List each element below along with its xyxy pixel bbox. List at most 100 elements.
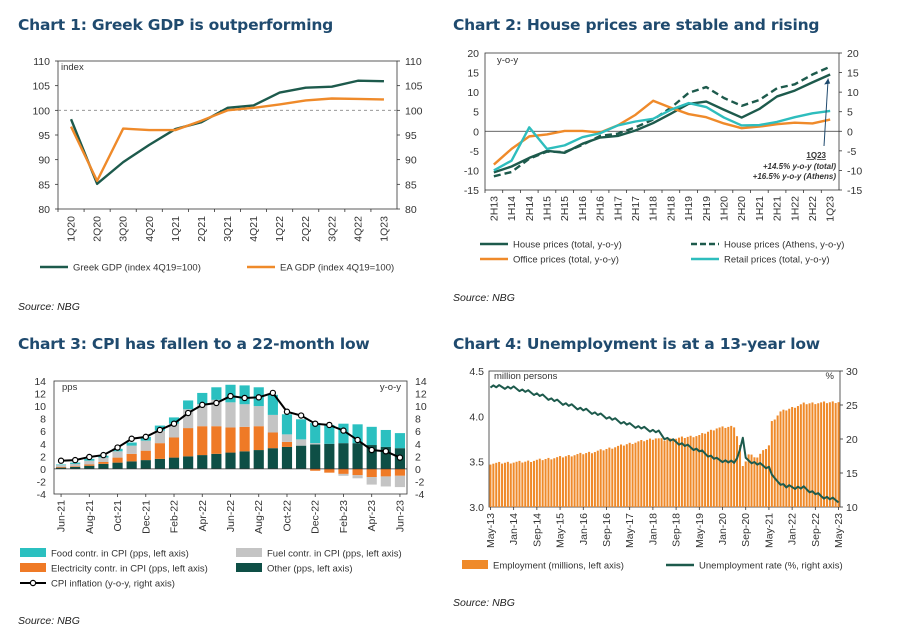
chart-3-cpi-point	[382, 448, 390, 455]
chart-2-ytick-right: -15	[847, 185, 862, 197]
chart-3-bar-series-2	[281, 441, 293, 447]
chart-3-bar-series-3	[380, 476, 391, 487]
chart-4-ytick-right: 30	[846, 366, 858, 378]
chart-4-employment-bar	[663, 440, 666, 507]
chart-4-employment-bar	[538, 458, 541, 507]
chart-4-employment-bar	[625, 444, 628, 507]
chart-3-bar-series-2	[352, 468, 363, 476]
chart-4-xtick-label: Sep-14	[531, 513, 543, 547]
chart-3-bar-series-3	[281, 434, 293, 442]
chart-2-title: Chart 2: House prices are stable and ris…	[453, 16, 820, 34]
chart-3-bar-series-1	[324, 443, 335, 469]
chart-3-ytick-right: 14	[415, 376, 427, 388]
chart-3-bar-series-1	[168, 457, 180, 469]
chart-3-bar-series-1	[211, 453, 222, 469]
chart-3-bar-series-3	[211, 399, 222, 427]
chart-3-bar-series-3	[366, 477, 377, 485]
chart-4-employment-bar	[767, 445, 770, 507]
chart-4-employment-bar	[657, 438, 660, 507]
chart-1-legend-ea-gdp-label: EA GDP (index 4Q19=100)	[280, 263, 394, 274]
chart-4-ytick-left: 4.5	[469, 366, 484, 378]
chart-4-employment-bar	[576, 454, 579, 507]
chart-3-bar-series-1	[281, 446, 293, 469]
chart-3-cpi-point	[312, 420, 319, 427]
chart-3-bar-series-4	[183, 400, 194, 410]
chart-4-employment-bar	[669, 438, 672, 507]
chart-2-legend-house-total-label: House prices (total, y-o-y)	[513, 240, 622, 251]
chart-4-employment-bar	[814, 404, 817, 507]
chart-4-employment-bar	[498, 461, 501, 507]
chart-1-xtick-label: 4Q22	[352, 216, 364, 242]
chart-4-employment-bar	[532, 460, 535, 507]
chart-1-ytick-left: 105	[32, 81, 50, 93]
chart-3-cpi-point	[142, 433, 149, 441]
chart-3-ytick-left: -4	[37, 489, 46, 501]
chart-3-bar-series-3	[338, 473, 349, 476]
chart-4-employment-bar	[599, 449, 602, 507]
chart-2-ytick-right: 5	[847, 107, 853, 119]
chart-4-employment-bar	[796, 406, 799, 507]
chart-3-ylabel-right: y-o-y	[380, 382, 401, 393]
chart-1-xtick-label: 4Q21	[248, 216, 260, 242]
chart-4-employment-bar	[579, 452, 582, 507]
chart-3-bar-series-3	[310, 443, 321, 445]
chart-3-ytick-right: -4	[415, 489, 424, 501]
chart-1-panel: Chart 1: Greek GDP is outperforming 80 80…	[0, 0, 450, 318]
chart-3-cpi-point	[156, 426, 164, 434]
chart-3-xtick-label: Dec-21	[140, 500, 152, 534]
chart-4-employment-bar	[550, 459, 553, 507]
chart-3-cpi-point	[114, 444, 121, 451]
chart-4-employment-bar	[643, 441, 646, 507]
chart-4-employment-bar	[799, 404, 802, 507]
chart-3-bar-series-2	[70, 466, 81, 468]
chart-4-xtick-label: Sep-18	[671, 513, 683, 547]
chart-3-ytick-left: 4	[40, 439, 46, 451]
chart-4-xtick-label: Sep-22	[810, 513, 822, 547]
chart-3-bar-series-3	[267, 414, 278, 433]
chart-1-series-2-line	[69, 97, 384, 183]
chart-2-annotation-arrowhead	[824, 78, 831, 85]
chart-4-employment-bar	[492, 463, 495, 507]
chart-1-ytick-right: 100	[405, 105, 423, 117]
chart-3-bar-series-3	[112, 451, 123, 458]
chart-4-employment-bar	[530, 461, 533, 507]
chart-3-bar-series-2	[366, 468, 377, 478]
chart-4-ytick-right: 25	[846, 400, 858, 412]
chart-3-bar-series-1	[98, 463, 109, 469]
chart-4-employment-bar	[683, 437, 686, 507]
chart-1-ytick-right: 105	[405, 81, 423, 93]
chart-4-employment-bar	[724, 427, 727, 507]
chart-4-employment-bar	[521, 462, 524, 507]
chart-4-employment-bar	[506, 461, 509, 507]
chart-2-ytick-left: 0	[473, 126, 479, 138]
chart-4-employment-bar	[651, 439, 654, 507]
chart-4-employment-bar	[654, 438, 657, 507]
chart-4-employment-bar	[573, 455, 576, 507]
chart-4-employment-bar	[564, 456, 567, 507]
chart-3-bar-series-2	[394, 468, 406, 476]
chart-2-ytick-left: 15	[467, 68, 479, 80]
chart-4-employment-bar	[811, 402, 814, 507]
chart-4-source: Source: NBG	[453, 597, 515, 609]
chart-4-employment-bar	[733, 427, 736, 507]
chart-2-annotation-line-2: +16.5% y-o-y (Athens)	[753, 172, 837, 181]
chart-2-ytick-left: -10	[464, 165, 479, 177]
chart-4-employment-bar	[820, 402, 823, 507]
chart-3-xtick-label: Feb-22	[169, 500, 181, 533]
chart-4-employment-bar	[825, 403, 828, 507]
chart-4-xtick-label: Jan-18	[647, 513, 659, 545]
chart-3-bar-series-3	[168, 423, 180, 438]
chart-3-bar-series-2	[267, 432, 278, 449]
chart-2-ytick-left: 10	[467, 87, 479, 99]
chart-2-xtick-label: 2H21	[772, 196, 784, 221]
chart-4-employment-bar	[675, 438, 678, 507]
chart-3-bar-series-1	[310, 444, 321, 469]
chart-3-bar-series-3	[183, 409, 194, 429]
chart-3-xtick-label: Jun-23	[394, 500, 406, 532]
chart-3-cpi-point	[100, 451, 107, 459]
chart-3-ytick-left: 14	[34, 376, 46, 388]
chart-4-employment-bar	[648, 438, 652, 507]
chart-3-bar-series-1	[140, 460, 151, 469]
chart-3-bar-series-1	[70, 467, 81, 469]
